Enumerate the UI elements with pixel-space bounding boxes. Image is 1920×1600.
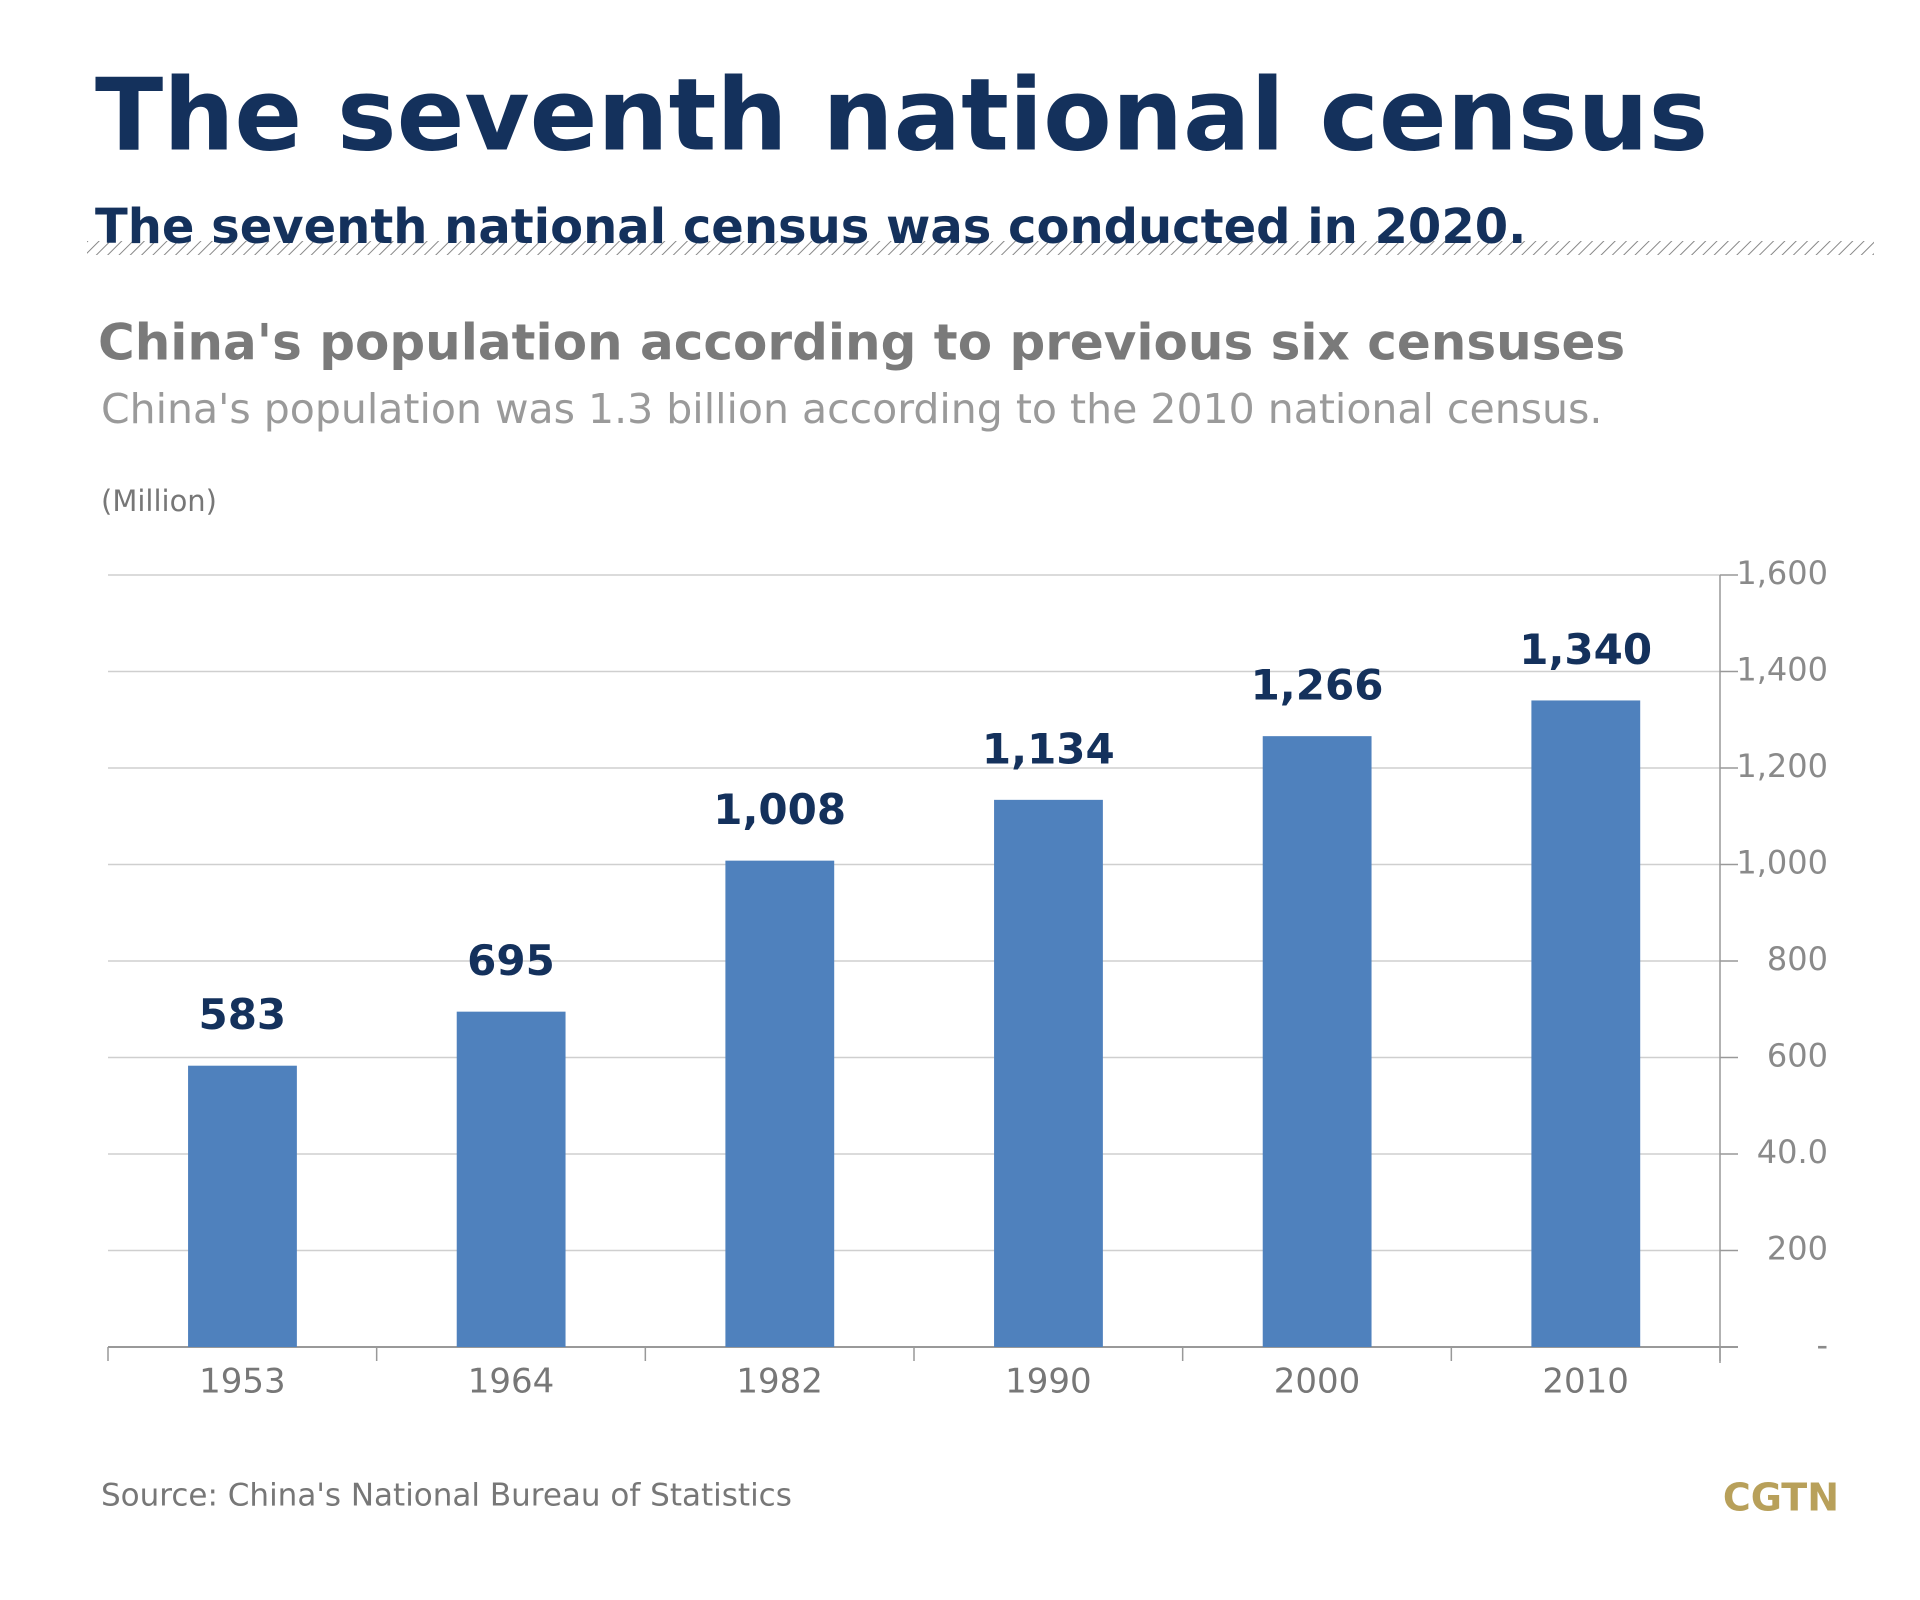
bar — [725, 860, 835, 1347]
value-label: 1,134 — [982, 724, 1115, 773]
value-label: 583 — [198, 990, 286, 1039]
x-tick-label: 1964 — [468, 1362, 555, 1402]
x-tick-label: 2010 — [1542, 1362, 1629, 1402]
value-label: 1,340 — [1519, 625, 1652, 674]
x-tick-label: 2000 — [1274, 1362, 1361, 1402]
bar — [1262, 736, 1372, 1347]
bar — [994, 799, 1103, 1347]
y-tick-label: 1,200 — [1736, 747, 1828, 785]
plot: - 200 40.0 600 800 1,000 1,200 1,400 1,600 1953 58… — [107, 554, 1828, 1402]
bar — [456, 1011, 566, 1347]
y-tick-label: 600 — [1767, 1037, 1828, 1075]
y-tick-label: 200 — [1767, 1230, 1828, 1268]
x-tick-label: 1990 — [1005, 1362, 1092, 1402]
y-tick-label: 40.0 — [1757, 1133, 1828, 1171]
unit-label: (Million) — [101, 484, 217, 518]
chart-title: China's population according to previous… — [98, 314, 1625, 372]
value-label: 695 — [467, 936, 555, 985]
bar — [1531, 700, 1641, 1347]
value-label: 1,266 — [1251, 661, 1384, 710]
y-tick-label: 1,000 — [1736, 844, 1828, 882]
chart-subtitle: China's population was 1.3 billion accor… — [101, 385, 1602, 433]
value-label: 1,008 — [713, 785, 846, 834]
source: Source: China's National Bureau of Stati… — [101, 1478, 792, 1514]
y-tick-label: 800 — [1767, 940, 1828, 978]
y-tick-label: - — [1816, 1326, 1828, 1364]
y-tick-label: 1,400 — [1736, 651, 1828, 689]
bar — [188, 1065, 297, 1347]
y-tick-label: 1,600 — [1736, 554, 1828, 592]
title: The seventh national census — [95, 56, 1708, 173]
hatched-rule — [87, 241, 1874, 255]
x-tick-label: 1982 — [736, 1362, 823, 1402]
subtitle: The seventh national census was conducte… — [95, 199, 1526, 255]
logo: CGTN — [1723, 1476, 1839, 1520]
x-tick-label: 1953 — [199, 1362, 286, 1402]
